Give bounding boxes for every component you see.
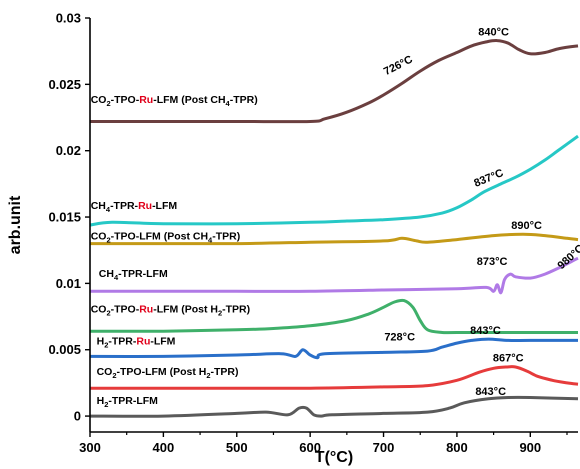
y-tick-label: 0.025 [48, 77, 81, 92]
series-label: CO2-TPO-Ru-LFM (Post CH4-TPR) [91, 94, 258, 108]
series-labels: CO2-TPO-Ru-LFM (Post CH4-TPR) CH4-TPR-Ru-… [91, 94, 258, 409]
peak-annotation: 843°C [470, 325, 501, 337]
x-tick-label: 500 [226, 440, 248, 455]
series-line [90, 365, 579, 390]
series-line [89, 337, 578, 360]
series-line [89, 298, 578, 335]
x-axis-title: T(°C) [315, 449, 353, 466]
axes [89, 18, 578, 433]
peak-annotation: 840°C [478, 26, 509, 38]
series-line [89, 134, 579, 227]
x-tick-label: 900 [519, 440, 541, 455]
peak-annotation: 837°C [472, 167, 505, 190]
tick-marks: 300 400 500 600 700 800 900 0 0.005 0.01 0.015 0.02… [48, 11, 568, 455]
series-label: CO2-TPO-LFM (Post CH4-TPR) [91, 231, 241, 245]
series-label: H2-TPR-LFM [97, 395, 159, 409]
y-tick-label: 0.03 [56, 11, 81, 26]
peak-annotation: 890°C [511, 220, 542, 232]
x-tick-label: 600 [299, 440, 321, 455]
y-tick-label: 0.005 [48, 342, 81, 357]
peak-annotation: 843°C [475, 386, 506, 398]
peak-annotation: 867°C [493, 353, 524, 365]
y-tick-label: 0 [74, 409, 81, 424]
x-tick-label: 300 [79, 440, 101, 455]
series-line [90, 232, 579, 246]
y-tick-label: 0.02 [56, 143, 81, 158]
series-label: CH4-TPR-LFM [99, 268, 168, 282]
series-label: H2-TPR-Ru-LFM [97, 335, 176, 349]
y-tick-label: 0.01 [56, 276, 81, 291]
y-tick-label: 0.015 [48, 210, 81, 225]
series-lines [89, 39, 579, 418]
series-line [90, 39, 579, 124]
series-label: CO2-TPO-LFM (Post H2-TPR) [97, 366, 239, 380]
x-tick-label: 700 [373, 440, 395, 455]
x-tick-label: 400 [153, 440, 175, 455]
peak-annotation: 980°C [555, 243, 580, 272]
series-label: CO2-TPO-Ru-LFM (Post H2-TPR) [91, 304, 250, 318]
series-line [89, 395, 579, 418]
peak-annotation: 873°C [477, 256, 508, 268]
x-tick-label: 800 [446, 440, 468, 455]
series-label: CH4-TPR-Ru-LFM [91, 200, 178, 214]
peak-annotation: 728°C [384, 331, 415, 343]
series-line [90, 256, 579, 295]
y-axis-title: arb.unit [7, 195, 24, 254]
peak-annotation: 726°C [382, 53, 415, 78]
peak-annotations: 726°C 840°C 837°C 890°C 873°C 980°C 728°C 843°C… [382, 26, 580, 398]
